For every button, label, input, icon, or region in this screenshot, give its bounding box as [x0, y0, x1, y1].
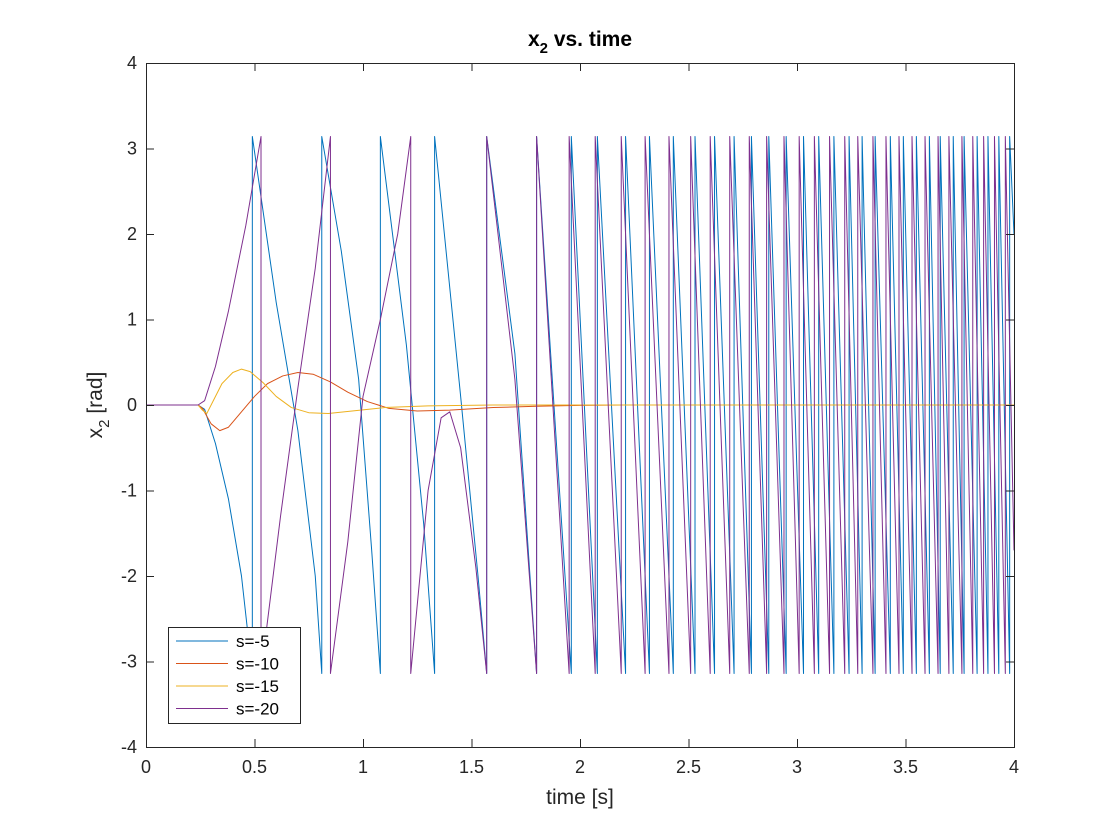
x-tick-label: 4 [1009, 757, 1019, 777]
y-tick-label: 4 [127, 53, 137, 73]
legend-box [168, 627, 301, 724]
y-tick-label: -3 [121, 652, 137, 672]
y-tick-label: -1 [121, 481, 137, 501]
y-tick-label: 3 [127, 139, 137, 159]
series-line-sminus15 [146, 368, 1014, 415]
x-tick-label: 0 [141, 757, 151, 777]
series-line-sminus10 [146, 372, 1014, 432]
series-line-sminus20 [146, 136, 1015, 674]
legend-entry-label: s=-20 [236, 700, 279, 719]
chart-title: x2 vs. time [528, 28, 632, 57]
y-tick-label: -2 [121, 566, 137, 586]
y-axis-label: x2 [rad] [84, 372, 113, 439]
legend-entry-label: s=-15 [236, 677, 279, 696]
x-tick-label: 1 [358, 757, 368, 777]
legend-entry-label: s=-5 [236, 632, 270, 651]
x-tick-label: 3 [792, 757, 802, 777]
y-tick-label: 2 [127, 224, 137, 244]
x-tick-label: 1.5 [459, 757, 484, 777]
x-tick-label: 0.5 [242, 757, 267, 777]
y-tick-label: -4 [121, 737, 137, 757]
series-layer [146, 136, 1015, 674]
x-tick-label: 2 [575, 757, 585, 777]
x-axis-label: time [s] [546, 786, 614, 809]
legend: s=-5 s=-10 s=-15 s=-20 [168, 627, 301, 724]
legend-entry-label: s=-10 [236, 655, 279, 674]
y-tick-label: 1 [127, 310, 137, 330]
x-tick-label: 2.5 [676, 757, 701, 777]
y-tick-label: 0 [127, 395, 137, 415]
x-tick-label: 3.5 [893, 757, 918, 777]
ticks-layer: 0 0.5 1 1.5 2 2.5 3 3.5 4 -4 -3 -2 -1 0 1 2 3 4 [121, 53, 1019, 777]
